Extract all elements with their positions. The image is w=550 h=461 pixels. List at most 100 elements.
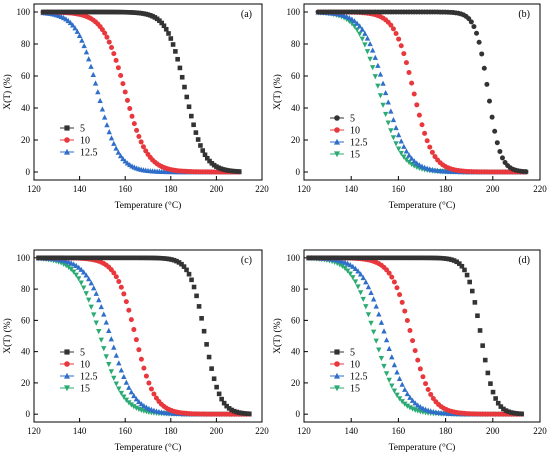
plot-frame xyxy=(33,249,263,423)
data-point xyxy=(495,400,501,406)
data-point xyxy=(390,26,396,32)
data-point xyxy=(199,316,204,321)
data-point xyxy=(163,26,169,32)
data-point xyxy=(108,135,115,141)
x-tick-label: 120 xyxy=(27,184,41,194)
data-point xyxy=(239,410,245,416)
x-tick-label: 200 xyxy=(210,184,224,194)
data-point xyxy=(186,104,192,110)
data-point xyxy=(376,311,382,317)
data-point xyxy=(202,152,208,158)
data-point xyxy=(166,31,171,36)
data-point xyxy=(407,405,413,411)
data-point xyxy=(402,255,408,261)
data-point xyxy=(204,342,209,347)
data-point xyxy=(116,386,122,392)
series-12_5 xyxy=(315,9,529,175)
data-point xyxy=(70,269,77,275)
data-point xyxy=(106,255,112,261)
data-point xyxy=(396,396,403,402)
data-point xyxy=(101,311,107,317)
x-tick-label: 160 xyxy=(392,184,406,194)
legend-marker xyxy=(64,361,70,367)
data-point xyxy=(316,255,322,261)
data-point xyxy=(67,19,74,26)
data-point xyxy=(102,30,108,36)
data-point xyxy=(347,262,353,268)
data-point xyxy=(231,408,237,414)
data-point xyxy=(169,257,174,262)
data-point xyxy=(193,130,199,135)
data-point xyxy=(97,97,103,104)
data-point xyxy=(131,404,137,410)
data-point xyxy=(446,256,452,262)
data-point xyxy=(355,255,361,261)
legend-marker xyxy=(334,372,340,379)
legend-label: 15 xyxy=(350,384,360,395)
data-point xyxy=(224,403,229,409)
data-point xyxy=(334,255,340,261)
data-point xyxy=(360,296,366,303)
data-point xyxy=(396,36,402,42)
data-point xyxy=(406,70,412,76)
data-point xyxy=(376,255,382,261)
y-tick-label: 100 xyxy=(287,7,301,17)
data-point xyxy=(311,255,317,261)
data-point xyxy=(386,377,392,383)
data-point xyxy=(382,89,389,96)
legend-label: 12.5 xyxy=(80,148,98,159)
data-point xyxy=(402,401,408,407)
data-point xyxy=(389,383,395,389)
data-point xyxy=(83,272,89,278)
data-point xyxy=(352,279,359,285)
data-point xyxy=(108,255,114,261)
data-point xyxy=(405,255,410,261)
x-tick-label: 160 xyxy=(118,184,132,194)
data-point xyxy=(111,255,117,261)
data-point xyxy=(114,255,119,261)
y-axis-title: X(T) (%) xyxy=(2,318,13,354)
data-point xyxy=(176,260,182,265)
data-point xyxy=(436,255,441,261)
data-point xyxy=(83,291,89,297)
data-point xyxy=(441,256,447,261)
data-point xyxy=(357,290,364,296)
data-point xyxy=(71,255,76,261)
data-point xyxy=(462,267,467,273)
data-point xyxy=(418,255,423,261)
data-point xyxy=(393,124,399,131)
data-point xyxy=(53,255,59,261)
data-point xyxy=(355,268,361,274)
data-point xyxy=(395,132,402,138)
data-point xyxy=(412,348,418,354)
data-point xyxy=(126,400,132,406)
data-point xyxy=(146,255,152,261)
data-point xyxy=(136,255,142,261)
data-point xyxy=(118,73,124,79)
y-tick-label: 0 xyxy=(296,167,301,177)
y-tick-label: 60 xyxy=(21,315,31,325)
data-point xyxy=(370,296,377,302)
data-point xyxy=(138,139,144,145)
series-12_5 xyxy=(40,9,242,175)
data-point xyxy=(93,320,99,326)
data-point xyxy=(471,24,477,30)
x-tick-label: 220 xyxy=(533,426,547,436)
data-point xyxy=(319,255,324,261)
data-point xyxy=(75,264,82,270)
data-point xyxy=(88,304,94,310)
data-point xyxy=(63,263,69,269)
data-point xyxy=(350,275,356,281)
data-point xyxy=(161,256,167,261)
data-point xyxy=(159,255,164,261)
data-point xyxy=(380,102,386,108)
legend-marker xyxy=(64,137,70,143)
data-point xyxy=(166,256,172,262)
data-point xyxy=(83,255,89,261)
data-point xyxy=(101,114,108,120)
data-point xyxy=(136,398,142,405)
data-point xyxy=(174,258,179,264)
data-point xyxy=(364,35,371,41)
data-point xyxy=(148,386,154,392)
